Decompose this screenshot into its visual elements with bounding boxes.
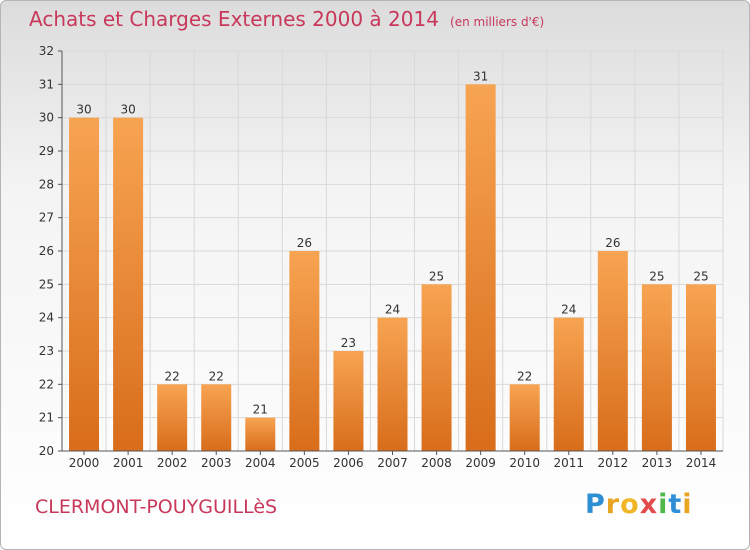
bar	[685, 284, 716, 451]
x-tick-label: 2009	[465, 456, 496, 470]
bar-value-label: 22	[209, 369, 224, 383]
bar-value-label: 23	[341, 336, 356, 350]
bar-value-label: 25	[429, 269, 444, 283]
bar	[69, 117, 100, 452]
bar	[641, 284, 672, 451]
bar-value-label: 25	[693, 269, 708, 283]
bar	[597, 251, 628, 451]
bar-value-label: 22	[517, 369, 532, 383]
chart-title: Achats et Charges Externes 2000 à 2014	[29, 7, 439, 31]
bar	[509, 384, 540, 451]
y-tick-label: 25	[39, 277, 54, 291]
bar-value-label: 24	[385, 303, 400, 317]
x-tick-label: 2006	[333, 456, 364, 470]
bar	[157, 384, 188, 451]
y-tick-label: 32	[39, 44, 54, 58]
y-tick-label: 22	[39, 377, 54, 391]
labels-layer: 30 30 22 22 21 26 23 24 25 31 22 24 26 25 25	[76, 69, 708, 416]
axis-layer: 20 21 22 23 24 25 26 27 28 29 30 31 32 2000 2001 2002 20…	[39, 44, 723, 470]
bar-value-label: 31	[473, 69, 488, 83]
logo-letter: i	[658, 489, 669, 520]
logo-letter: P	[585, 489, 606, 520]
bar-value-label: 26	[297, 236, 312, 250]
x-tick-label: 2002	[157, 456, 188, 470]
y-tick-label: 26	[39, 244, 54, 258]
bar	[333, 351, 364, 451]
logo-letter: x	[639, 489, 659, 520]
x-tick-label: 2011	[553, 456, 584, 470]
y-tick-label: 23	[39, 344, 54, 358]
bar-value-label: 22	[165, 369, 180, 383]
proxiti-logo: Proxiti	[585, 489, 693, 520]
bar-value-label: 25	[649, 269, 664, 283]
logo-letter: r	[605, 489, 621, 520]
bars-layer	[69, 84, 716, 452]
y-tick-label: 29	[39, 144, 54, 158]
bar	[377, 317, 408, 451]
x-tick-label: 2003	[201, 456, 232, 470]
y-tick-label: 28	[39, 177, 54, 191]
logo-letter: i	[682, 489, 693, 520]
x-tick-label: 2008	[421, 456, 452, 470]
chart-subtitle: (en milliers d'€)	[450, 15, 545, 29]
place-name: CLERMONT-POUYGUILLèS	[35, 496, 278, 518]
y-tick-label: 24	[39, 311, 54, 325]
bar	[289, 251, 320, 451]
bar-value-label: 24	[561, 303, 576, 317]
logo-letter: o	[620, 489, 640, 520]
y-tick-label: 27	[39, 211, 54, 225]
chart-title-block: Achats et Charges Externes 2000 à 2014 (…	[29, 7, 544, 31]
y-tick-label: 21	[39, 411, 54, 425]
bar	[201, 384, 232, 451]
y-tick-label: 30	[39, 111, 54, 125]
bar	[465, 84, 496, 451]
y-tick-label: 31	[39, 77, 54, 91]
x-tick-label: 2014	[686, 456, 717, 470]
x-tick-label: 2001	[113, 456, 144, 470]
x-tick-label: 2010	[509, 456, 540, 470]
bar	[245, 417, 276, 451]
x-tick-label: 2005	[289, 456, 320, 470]
bar-value-label: 30	[120, 103, 135, 117]
x-tick-label: 2000	[69, 456, 100, 470]
x-tick-label: 2012	[598, 456, 629, 470]
y-tick-label: 20	[39, 444, 54, 458]
x-tick-label: 2004	[245, 456, 276, 470]
bar-value-label: 30	[76, 103, 91, 117]
bar	[421, 284, 452, 451]
logo-letter: t	[668, 489, 683, 520]
x-tick-label: 2013	[642, 456, 673, 470]
x-tick-label: 2007	[377, 456, 408, 470]
bar-value-label: 26	[605, 236, 620, 250]
bar	[113, 117, 144, 452]
bar	[553, 317, 584, 451]
bar-value-label: 21	[253, 403, 268, 417]
